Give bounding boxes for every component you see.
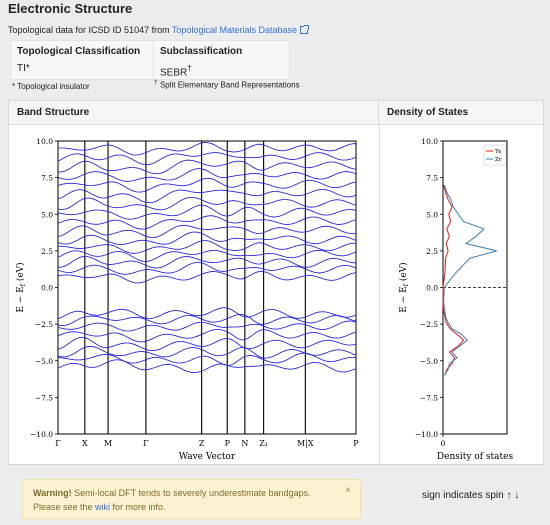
band-structure-chart: 10.07.55.02.50.0−2.5−5.0−7.5−10.0Γ X M Γ Z P N… [15,137,359,462]
topological-db-link[interactable]: Topological Materials Database [171,25,297,35]
y-tick-label: 5.0 [426,210,438,219]
band-structure-header: Band Structure [9,101,379,125]
y-tick-label: 0.0 [41,284,53,293]
subclassification-column: Subclassification SEBR† [154,41,289,79]
band-line [57,168,357,182]
source-line: Topological data for ICSD ID 51047 from … [8,25,309,35]
kpoint-label: P [225,439,231,448]
x-axis-label: Density of states [437,452,514,462]
band-line [57,359,357,374]
subclassification-header: Subclassification [160,46,243,57]
warning-line-1: Warning! Semi-local DFT tends to severel… [33,486,350,500]
y-tick-label: 5.0 [41,210,53,219]
legend-label: Te [495,149,502,155]
y-tick-label: −2.5 [420,320,438,329]
warning-line-2: Please see the wiki for more info. [33,500,350,514]
band-line [57,307,357,320]
kpoint-label: Γ [55,439,61,448]
x-tick-label: 0 [441,439,446,448]
y-tick-label: 10.0 [421,137,438,146]
band-line [57,329,357,343]
kpoint-label: P [353,439,359,448]
band-line [57,270,357,284]
warning-box: Warning! Semi-local DFT tends to severel… [22,479,361,519]
legend-box [483,144,507,166]
y-tick-label: −2.5 [35,320,53,329]
band-line [57,336,357,352]
section-title: Electronic Structure [8,1,133,16]
classification-header: Topological Classification [17,46,141,57]
dos-chart: 10.0 7.5 5.0 2.5 0.0 −2.5 −5.0 −7.5 −10.00 Te Zr De… [398,137,514,462]
classification-column: Topological Classification TI* [11,41,154,79]
external-link-icon[interactable] [300,25,309,34]
band-line [58,240,357,254]
warning-strong: Warning! [33,488,72,498]
band-line [57,204,357,220]
spin-note: sign indicates spin ↑ ↓ [422,490,520,501]
wiki-link[interactable]: wiki [95,502,111,512]
y-tick-label: 7.5 [426,174,438,183]
y-tick-label: −10.0 [415,430,438,439]
warning-text: Semi-local DFT tends to severely underes… [71,488,311,498]
y-tick-label: 2.5 [426,247,438,256]
footnote-sebr-text: Split Elementary Band Representations [159,80,300,90]
y-tick-label: −10.0 [30,430,53,439]
kpoint-label: M|X [297,439,314,448]
y-tick-label: 2.5 [41,247,53,256]
y-axis-label: E − Ef (eV) [15,262,27,312]
close-icon[interactable]: × [345,485,351,496]
kpoint-label: Γ [143,439,149,448]
dos-line-te [442,184,465,376]
classification-table: Topological Classification TI* Subclassi… [10,40,290,80]
warning-pre: Please see the [33,502,96,512]
band-line [57,177,357,193]
band-line [57,345,357,359]
subclassification-value: SEBR† [160,63,192,78]
band-line [57,159,357,175]
y-tick-label: −5.0 [35,357,53,366]
y-tick-label: 10.0 [36,137,53,146]
band-line [57,141,357,156]
kpoint-label: Z₁ [259,439,268,448]
y-tick-label: −7.5 [35,393,53,402]
plot-frame [57,140,357,435]
subclassification-text: SEBR [160,67,188,79]
source-prefix: Topological data for ICSD ID 51047 from [8,25,172,35]
x-axis-label: Wave Vector [179,452,236,462]
footnote-dagger: † [154,79,158,86]
kpoint-label: M [104,439,112,448]
band-line [57,152,357,166]
band-line [58,256,356,269]
classification-value: TI* [17,63,30,74]
panel-divider [379,125,380,464]
dos-header: Density of States [379,101,543,125]
band-line [57,313,357,327]
y-tick-label: 7.5 [41,174,53,183]
band-line [57,249,357,262]
y-tick-label: 0.0 [426,284,438,293]
band-line [57,224,357,238]
band-line [57,231,357,245]
band-line [57,196,357,211]
footnote-ti: * Topological insulator [12,82,90,91]
band-line [57,320,357,332]
band-line [57,261,357,275]
kpoint-label: X [82,439,88,448]
footnote-sebr: † Split Elementary Band Representations [154,79,300,90]
electronic-panel: Band Structure Density of States 10.0 7.5… [8,100,544,465]
kpoint-label: N [241,439,248,448]
band-line [57,189,357,204]
y-tick-label: −5.0 [420,357,438,366]
legend-label: Zr [495,157,502,163]
band-line [57,215,357,230]
dagger-mark: † [187,63,192,73]
y-tick-label: −7.5 [420,393,438,402]
kpoint-label: Z [199,439,205,448]
warning-post: for more info. [110,502,166,512]
dos-line-zr [443,184,497,376]
y-axis-label: E − Ef (eV) [398,262,410,312]
